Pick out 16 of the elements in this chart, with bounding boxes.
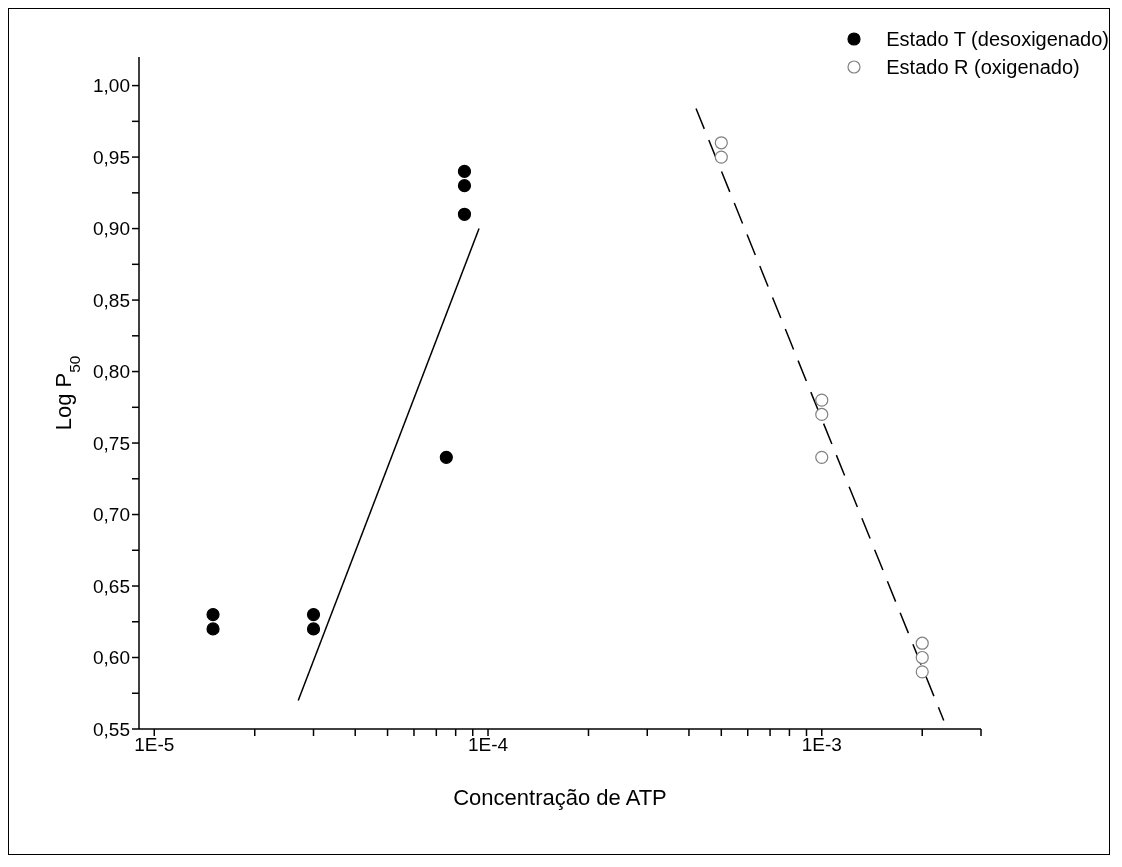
y-tick-label: 0,80 xyxy=(93,361,130,383)
x-tick-label: 1E-3 xyxy=(801,734,842,756)
y-tick-label: 0,90 xyxy=(93,218,130,240)
y-tick-label: 0,65 xyxy=(93,575,130,597)
y-tick-label: 0,75 xyxy=(93,432,130,454)
y-tick-label: 1,00 xyxy=(93,75,130,97)
y-tick-label: 0,70 xyxy=(93,504,130,526)
y-tick-label: 0,60 xyxy=(93,647,130,669)
y-tick-label: 0,55 xyxy=(93,718,130,740)
y-tick-label: 0,85 xyxy=(93,289,130,311)
x-axis-title: Concentração de ATP xyxy=(453,785,667,810)
legend-label: Estado T (desoxigenado) xyxy=(886,27,1109,50)
x-tick-label: 1E-5 xyxy=(134,734,175,756)
y-tick-label: 0,95 xyxy=(93,146,130,168)
x-tick-label: 1E-4 xyxy=(467,734,509,756)
legend-label: Estado R (oxigenado) xyxy=(886,55,1080,78)
